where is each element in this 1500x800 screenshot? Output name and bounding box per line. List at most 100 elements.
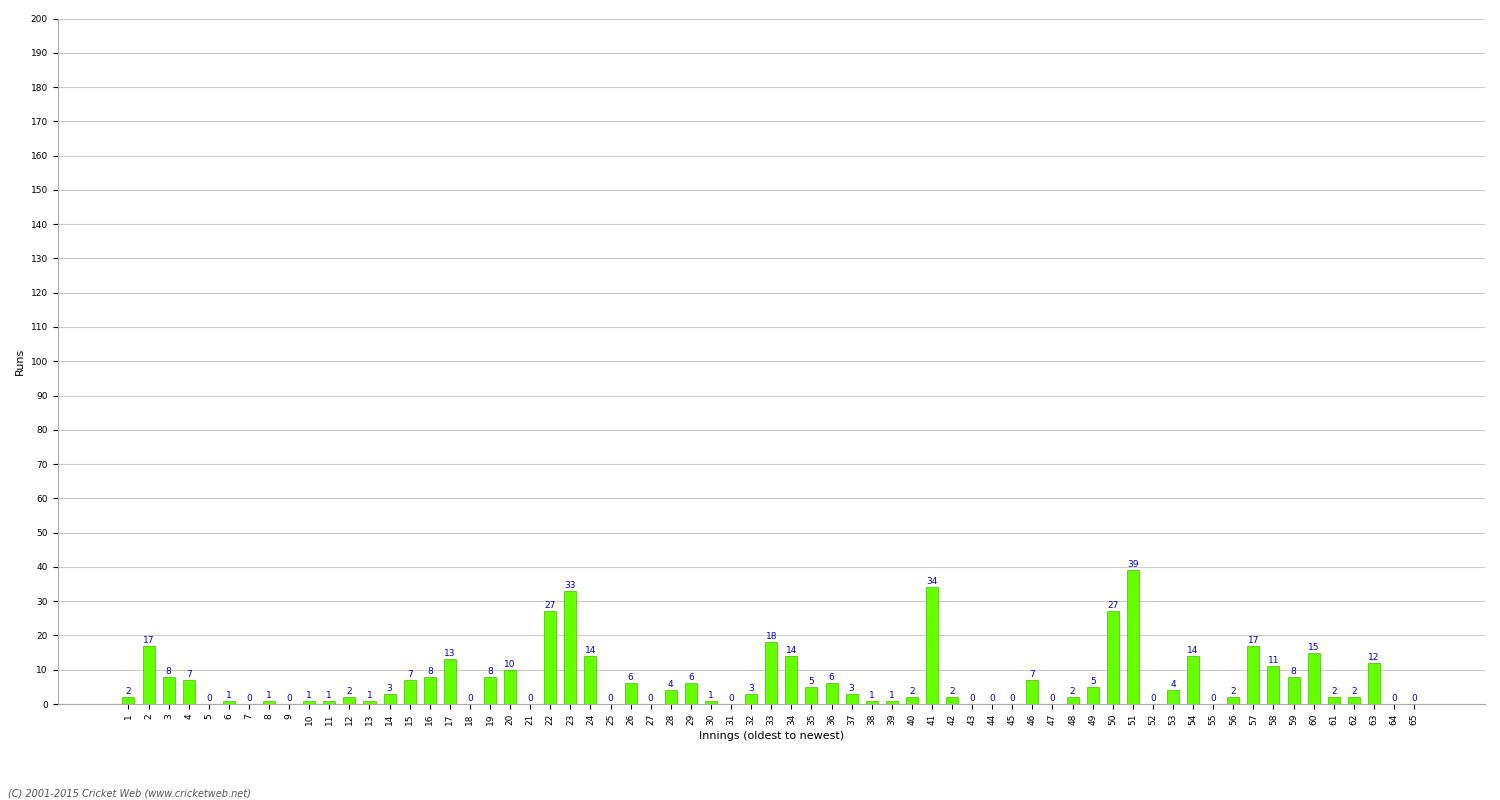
- Text: 2: 2: [1352, 687, 1356, 696]
- Bar: [484, 677, 496, 704]
- Text: 0: 0: [206, 694, 212, 703]
- Bar: [825, 683, 837, 704]
- Text: 0: 0: [466, 694, 472, 703]
- Bar: [1328, 697, 1340, 704]
- Text: 2: 2: [909, 687, 915, 696]
- Text: 7: 7: [406, 670, 412, 679]
- Text: 8: 8: [488, 666, 494, 675]
- Text: 2: 2: [126, 687, 132, 696]
- Text: 5: 5: [808, 677, 814, 686]
- Text: 11: 11: [1268, 656, 1280, 666]
- Text: 18: 18: [765, 632, 777, 642]
- Text: 0: 0: [648, 694, 654, 703]
- Text: 27: 27: [1107, 602, 1119, 610]
- Text: 3: 3: [748, 684, 754, 693]
- Text: 1: 1: [868, 690, 874, 699]
- Bar: [865, 701, 877, 704]
- Bar: [1126, 570, 1138, 704]
- Text: 3: 3: [387, 684, 393, 693]
- Bar: [786, 656, 798, 704]
- Text: 0: 0: [286, 694, 292, 703]
- Bar: [1248, 646, 1260, 704]
- Text: 4: 4: [1170, 680, 1176, 690]
- Bar: [423, 677, 436, 704]
- Bar: [624, 683, 636, 704]
- Text: 2: 2: [346, 687, 352, 696]
- Bar: [886, 701, 898, 704]
- Text: 13: 13: [444, 650, 456, 658]
- Text: 0: 0: [608, 694, 613, 703]
- Bar: [1268, 666, 1280, 704]
- Bar: [926, 587, 938, 704]
- Text: 2: 2: [1070, 687, 1076, 696]
- Bar: [344, 697, 355, 704]
- Text: 3: 3: [849, 684, 855, 693]
- Text: 0: 0: [1210, 694, 1216, 703]
- Text: 0: 0: [728, 694, 734, 703]
- Text: 6: 6: [828, 674, 834, 682]
- Text: 0: 0: [1050, 694, 1056, 703]
- Bar: [404, 680, 416, 704]
- Bar: [906, 697, 918, 704]
- Text: 0: 0: [969, 694, 975, 703]
- Bar: [544, 611, 556, 704]
- Bar: [705, 701, 717, 704]
- Text: 34: 34: [927, 578, 938, 586]
- Text: 1: 1: [226, 690, 232, 699]
- Text: 6: 6: [688, 674, 694, 682]
- Bar: [1066, 697, 1078, 704]
- Bar: [1186, 656, 1198, 704]
- Text: 4: 4: [668, 680, 674, 690]
- Bar: [1227, 697, 1239, 704]
- Bar: [1308, 653, 1320, 704]
- Bar: [846, 694, 858, 704]
- Bar: [363, 701, 375, 704]
- X-axis label: Innings (oldest to newest): Innings (oldest to newest): [699, 730, 844, 741]
- Text: 17: 17: [1248, 636, 1258, 645]
- Text: 12: 12: [1368, 653, 1380, 662]
- Bar: [262, 701, 274, 704]
- Text: 1: 1: [366, 690, 372, 699]
- Bar: [1348, 697, 1360, 704]
- Text: 2: 2: [1230, 687, 1236, 696]
- Text: 0: 0: [1412, 694, 1418, 703]
- Bar: [162, 677, 174, 704]
- Bar: [1368, 663, 1380, 704]
- Text: 2: 2: [1330, 687, 1336, 696]
- Text: 2: 2: [950, 687, 956, 696]
- Text: 1: 1: [890, 690, 894, 699]
- Text: 17: 17: [142, 636, 154, 645]
- Bar: [1287, 677, 1299, 704]
- Text: 0: 0: [1150, 694, 1156, 703]
- Text: 14: 14: [786, 646, 796, 655]
- Text: 1: 1: [327, 690, 332, 699]
- Bar: [303, 701, 315, 704]
- Bar: [686, 683, 698, 704]
- Text: 6: 6: [628, 674, 633, 682]
- Bar: [564, 591, 576, 704]
- Text: 10: 10: [504, 660, 516, 669]
- Bar: [504, 670, 516, 704]
- Bar: [224, 701, 236, 704]
- Bar: [444, 659, 456, 704]
- Text: 7: 7: [1029, 670, 1035, 679]
- Text: 8: 8: [165, 666, 171, 675]
- Text: 1: 1: [266, 690, 272, 699]
- Bar: [1026, 680, 1038, 704]
- Bar: [1167, 690, 1179, 704]
- Text: 15: 15: [1308, 642, 1320, 651]
- Text: 1: 1: [708, 690, 714, 699]
- Text: 5: 5: [1090, 677, 1095, 686]
- Bar: [664, 690, 676, 704]
- Text: 0: 0: [528, 694, 532, 703]
- Y-axis label: Runs: Runs: [15, 348, 26, 375]
- Bar: [384, 694, 396, 704]
- Bar: [806, 687, 818, 704]
- Text: 0: 0: [990, 694, 994, 703]
- Bar: [765, 642, 777, 704]
- Text: 14: 14: [585, 646, 596, 655]
- Bar: [585, 656, 597, 704]
- Bar: [183, 680, 195, 704]
- Bar: [946, 697, 958, 704]
- Text: 1: 1: [306, 690, 312, 699]
